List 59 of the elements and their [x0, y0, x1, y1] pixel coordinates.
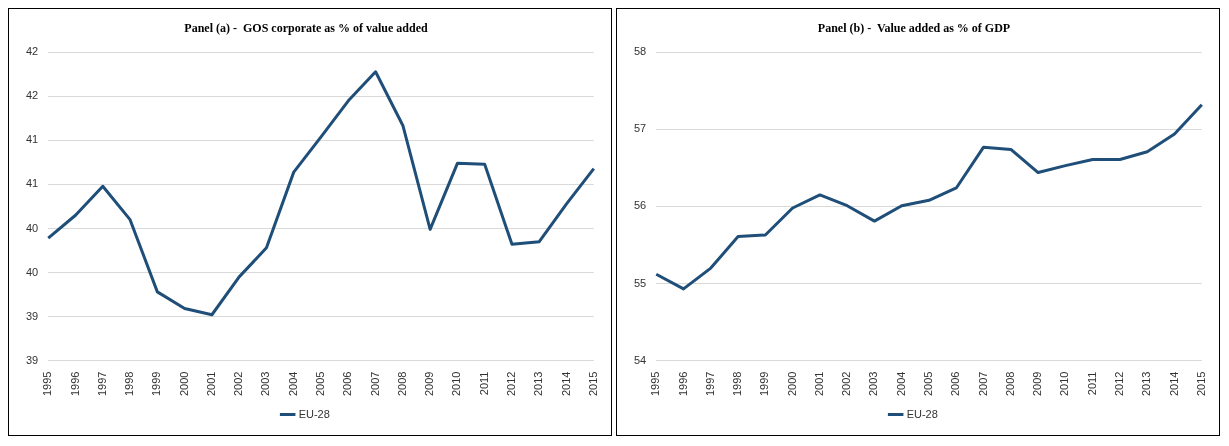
x-tick-label: 2010 [450, 371, 463, 397]
y-tick-label: 39 [25, 353, 39, 366]
x-tick-label: 2005 [922, 371, 935, 397]
x-tick-label: 2003 [867, 371, 880, 397]
x-tick-label: 1999 [150, 371, 163, 397]
x-tick-label: 2011 [1085, 371, 1098, 396]
y-tick-label: 57 [633, 122, 647, 135]
x-tick-label: 2006 [341, 371, 354, 397]
y-tick-label: 54 [633, 353, 647, 366]
x-tick-label: 2014 [559, 371, 572, 397]
y-tick-label: 55 [633, 276, 647, 289]
x-tick-label: 2002 [232, 371, 245, 397]
x-tick-label: 2009 [423, 371, 436, 397]
chart-title: Panel (b) - Value added as % of GDP [817, 21, 1011, 36]
x-tick-label: 2015 [1194, 371, 1207, 397]
x-tick-label: 2004 [894, 371, 907, 397]
x-tick-label: 1997 [703, 371, 716, 397]
y-tick-label: 41 [25, 177, 39, 190]
x-tick-label: 2000 [785, 371, 798, 397]
x-tick-label: 1996 [68, 371, 81, 397]
x-tick-label: 2013 [1140, 371, 1153, 397]
y-tick-label: 56 [633, 199, 647, 212]
legend-label: EU-28 [906, 407, 938, 420]
x-tick-label: 2001 [204, 371, 217, 397]
x-tick-label: 2008 [395, 371, 408, 397]
x-tick-label: 1997 [95, 371, 108, 397]
y-tick-label: 42 [25, 45, 39, 58]
x-tick-label: 1996 [676, 371, 689, 397]
y-tick-label: 40 [25, 265, 39, 278]
x-tick-label: 2005 [314, 371, 327, 397]
x-tick-label: 2008 [1003, 371, 1016, 397]
x-tick-label: 1998 [123, 371, 136, 397]
x-tick-label: 2015 [586, 371, 599, 397]
x-tick-label: 1995 [41, 371, 54, 397]
x-tick-label: 2003 [259, 371, 272, 397]
x-tick-label: 2014 [1167, 371, 1180, 397]
x-tick-label: 2002 [840, 371, 853, 397]
x-tick-label: 2012 [505, 371, 517, 397]
x-tick-label: 2006 [949, 371, 962, 397]
x-tick-label: 2001 [812, 371, 825, 397]
legend-label: EU-28 [298, 407, 330, 420]
x-tick-label: 2004 [286, 371, 299, 397]
y-tick-label: 42 [25, 89, 39, 102]
y-tick-label: 58 [633, 45, 647, 58]
y-tick-label: 41 [25, 133, 39, 146]
x-tick-label: 1999 [758, 371, 771, 397]
x-tick-label: 2012 [1113, 371, 1125, 397]
x-tick-label: 2010 [1058, 371, 1071, 397]
x-tick-label: 2013 [532, 371, 545, 397]
y-tick-label: 40 [25, 221, 39, 234]
x-tick-label: 2000 [177, 371, 190, 397]
chart-title: Panel (a) - GOS corporate as % of value added [184, 21, 428, 36]
x-tick-label: 2011 [477, 371, 490, 396]
x-tick-label: 2007 [368, 371, 381, 397]
x-tick-label: 2007 [976, 371, 989, 397]
x-tick-label: 1995 [649, 371, 662, 397]
y-tick-label: 39 [25, 309, 39, 322]
x-tick-label: 2009 [1031, 371, 1044, 397]
x-tick-label: 1998 [731, 371, 744, 397]
